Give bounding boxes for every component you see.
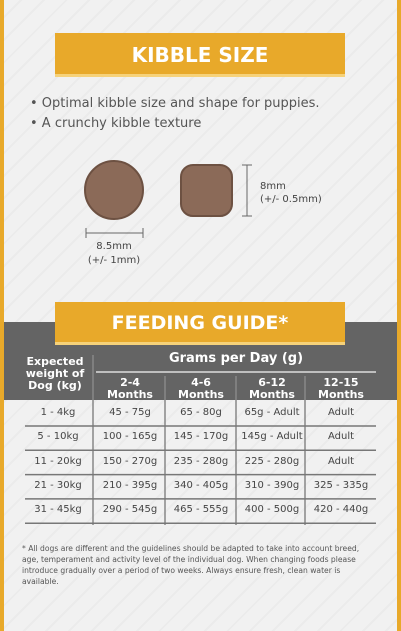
table-cell: 210 - 395g bbox=[102, 479, 158, 491]
table-cell: 340 - 405g bbox=[173, 479, 229, 491]
table-cell: 145 - 170g bbox=[173, 431, 229, 443]
table-cell: Adult bbox=[327, 407, 355, 418]
table-cell: 100 - 165g bbox=[102, 431, 158, 443]
table-cell: 65 - 80g bbox=[180, 407, 222, 418]
table-cell: 150 - 270g bbox=[102, 455, 158, 467]
dimension: (+/- 1mm) bbox=[87, 255, 141, 266]
bullet: • Optimal kibble size and shape for pupp… bbox=[30, 96, 320, 111]
column-header: 2-4 Months bbox=[107, 376, 153, 401]
column-header: 4-6 Months bbox=[178, 376, 224, 401]
table-cell: 310 - 390g bbox=[244, 479, 300, 491]
table-cell: 31 - 45kg bbox=[34, 504, 82, 516]
section-title: KIBBLE SIZE bbox=[55, 33, 345, 77]
border bbox=[397, 0, 401, 631]
table-cell: Adult bbox=[327, 431, 355, 443]
table-cell: 145g - Adult bbox=[241, 431, 303, 443]
table-cell: 225 - 280g bbox=[244, 455, 300, 467]
table-cell: 290 - 545g bbox=[102, 504, 158, 516]
table-cell: 21 - 30kg bbox=[34, 479, 82, 491]
dimension: 8.5mm bbox=[96, 241, 132, 252]
table-cell: 325 - 335g bbox=[313, 479, 369, 491]
footnote: * All dogs are different and the guideli… bbox=[22, 544, 360, 586]
table-cell: 5 - 10kg bbox=[37, 431, 79, 443]
table-cell: Adult bbox=[327, 455, 355, 467]
column-group: Grams per Day (g) bbox=[168, 351, 304, 366]
table-cell: 400 - 500g bbox=[244, 504, 300, 516]
kibble-diagram bbox=[84, 160, 252, 238]
section-title: FEEDING GUIDE* bbox=[55, 302, 345, 345]
column-header: Expected weight of Dog (kg) bbox=[25, 355, 85, 392]
table-cell: 420 - 440g bbox=[313, 504, 369, 516]
table-cell: 45 - 75g bbox=[109, 407, 151, 418]
dimension: 8mm bbox=[260, 181, 286, 192]
dimension: (+/- 0.5mm) bbox=[260, 194, 322, 205]
table-cell: 65g - Adult bbox=[244, 407, 300, 418]
table-cell: 1 - 4kg bbox=[40, 407, 76, 418]
column-header: 12-15 Months bbox=[318, 376, 364, 401]
table-cell: 235 - 280g bbox=[173, 455, 229, 467]
table-cell: 11 - 20kg bbox=[34, 455, 82, 467]
table-cell: 465 - 555g bbox=[173, 504, 229, 516]
bullet: • A crunchy kibble texture bbox=[30, 116, 202, 131]
column-header: 6-12 Months bbox=[249, 376, 295, 401]
border bbox=[0, 0, 4, 631]
